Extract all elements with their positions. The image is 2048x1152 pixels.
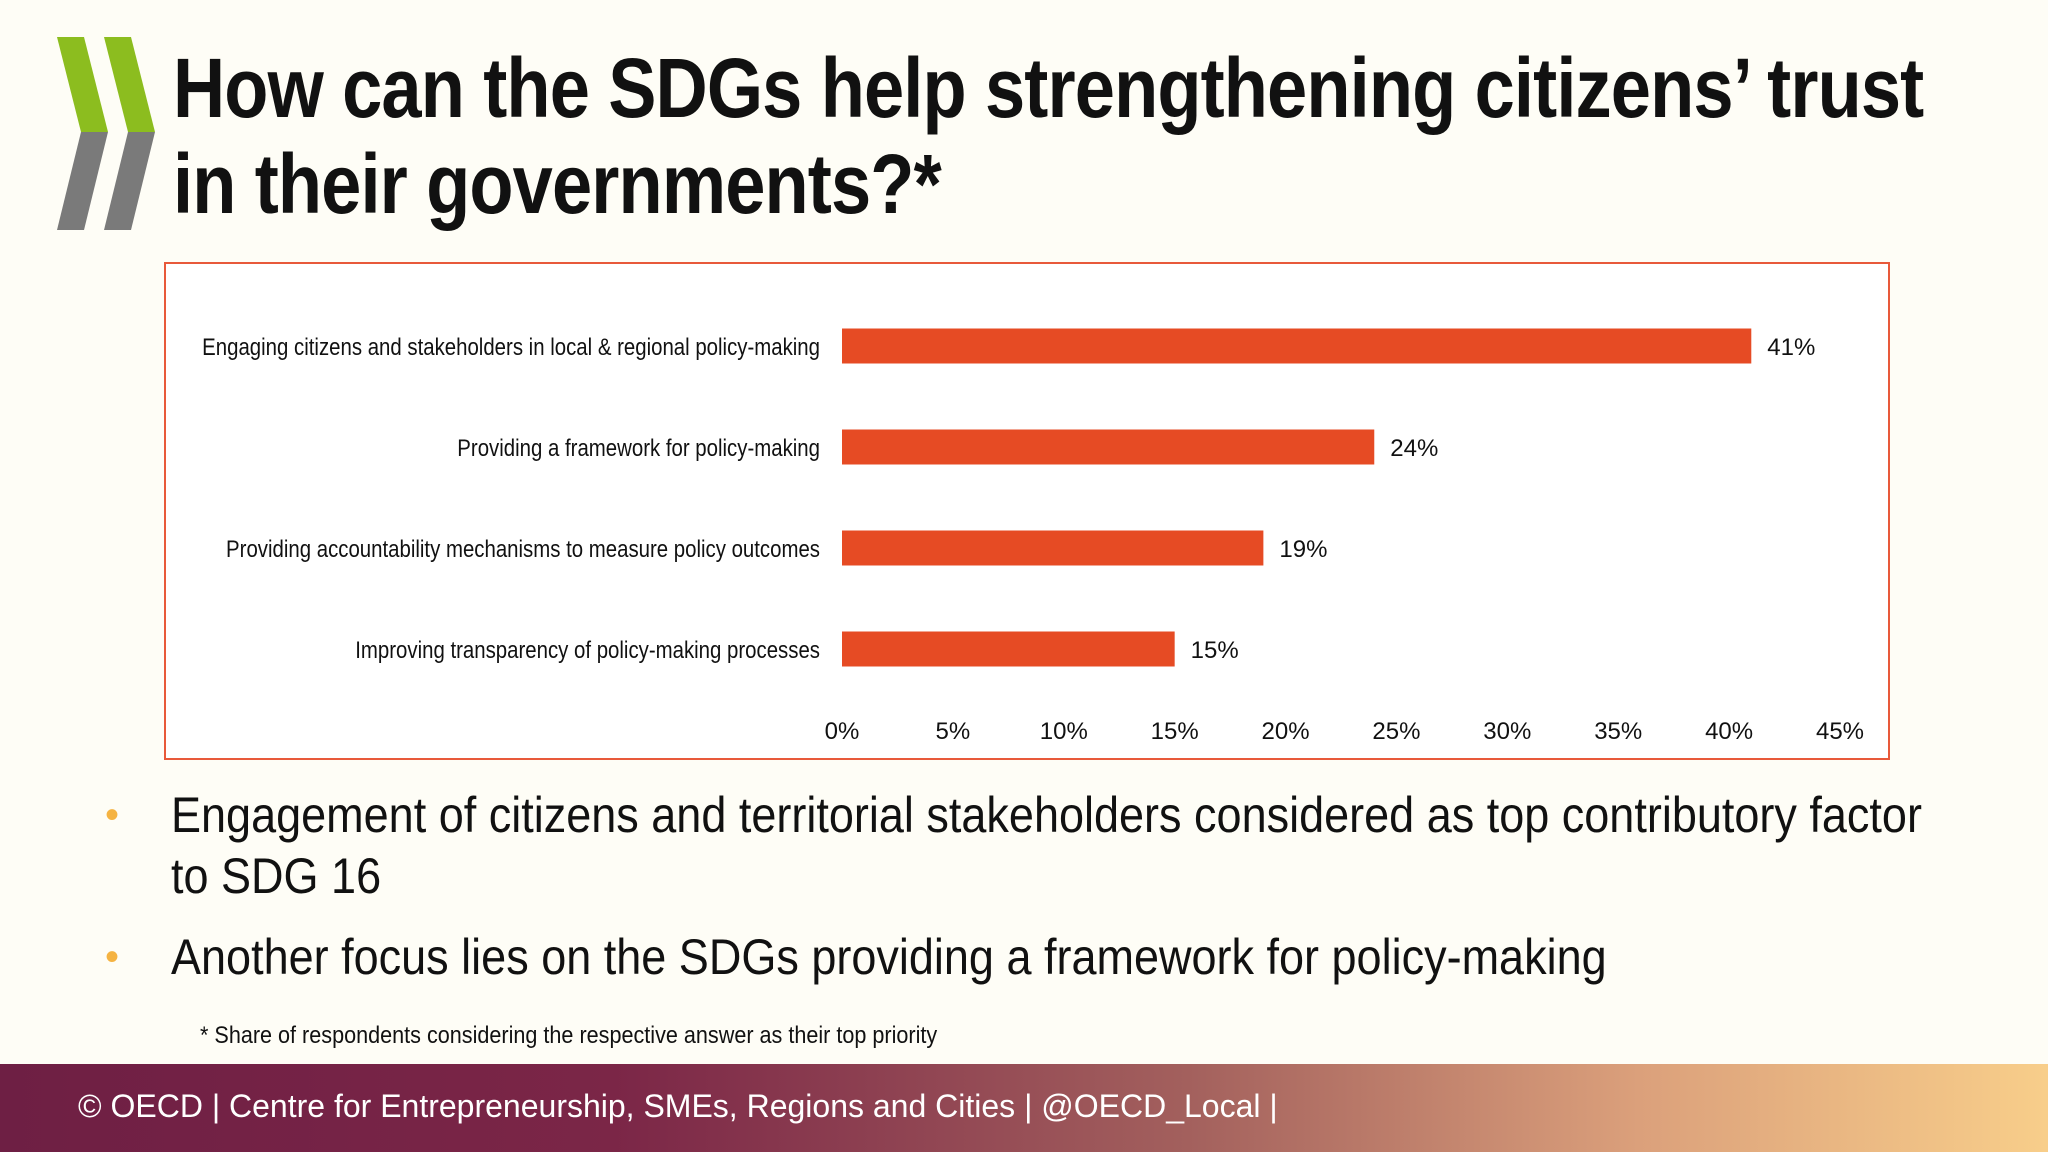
logo-chevron-gray-left: [57, 132, 108, 230]
logo-chevron-green-right: [104, 37, 155, 132]
footer-bar: © OECD | Centre for Entrepreneurship, SM…: [0, 1064, 2048, 1152]
x-tick-label: 10%: [1040, 718, 1088, 745]
oecd-chevrons-icon: [57, 37, 155, 230]
x-tick-label: 35%: [1594, 718, 1642, 745]
bullet-marker: •: [105, 935, 120, 979]
x-tick-label: 25%: [1372, 718, 1420, 745]
bullet-list: • Engagement of citizens and territorial…: [105, 785, 2005, 1008]
x-tick-label: 15%: [1151, 718, 1199, 745]
logo-chevron-gray-right: [104, 132, 155, 230]
x-tick-label: 30%: [1483, 718, 1531, 745]
bar: [842, 328, 1752, 364]
bullet-item: • Engagement of citizens and territorial…: [105, 785, 2005, 907]
x-tick-label: 40%: [1705, 718, 1753, 745]
data-label: 19%: [1279, 536, 1327, 563]
x-tick-label: 0%: [825, 718, 860, 745]
slide-title: How can the SDGs help strengthening citi…: [173, 40, 1924, 232]
footnote: * Share of respondents considering the r…: [200, 1022, 938, 1049]
category-label: Providing a framework for policy-making: [457, 434, 820, 461]
bar: [842, 631, 1175, 667]
bullet-item: • Another focus lies on the SDGs providi…: [105, 927, 2005, 988]
logo-chevron-green-left: [57, 37, 108, 132]
category-label: Engaging citizens and stakeholders in lo…: [202, 333, 820, 360]
chart-frame: Engaging citizens and stakeholders in lo…: [164, 262, 1890, 760]
data-label: 41%: [1767, 334, 1815, 361]
bullet-marker: •: [105, 793, 120, 837]
x-tick-label: 5%: [936, 718, 971, 745]
x-tick-label: 20%: [1262, 718, 1310, 745]
data-label: 24%: [1390, 435, 1438, 462]
bullet-text: Another focus lies on the SDGs providing…: [171, 929, 1607, 985]
bullet-text: Engagement of citizens and territorial s…: [171, 787, 1922, 904]
bar: [842, 429, 1375, 465]
bar-chart: Engaging citizens and stakeholders in lo…: [202, 328, 1864, 745]
bar: [842, 530, 1264, 566]
footer-text: © OECD | Centre for Entrepreneurship, SM…: [78, 1088, 1278, 1124]
x-tick-label: 45%: [1816, 718, 1864, 745]
slide-title-line-1: How can the SDGs help strengthening citi…: [173, 41, 1924, 135]
data-label: 15%: [1191, 637, 1239, 664]
category-label: Improving transparency of policy-making …: [355, 636, 820, 663]
slide-title-line-2: in their governments?*: [173, 137, 942, 231]
category-label: Providing accountability mechanisms to m…: [226, 535, 820, 562]
